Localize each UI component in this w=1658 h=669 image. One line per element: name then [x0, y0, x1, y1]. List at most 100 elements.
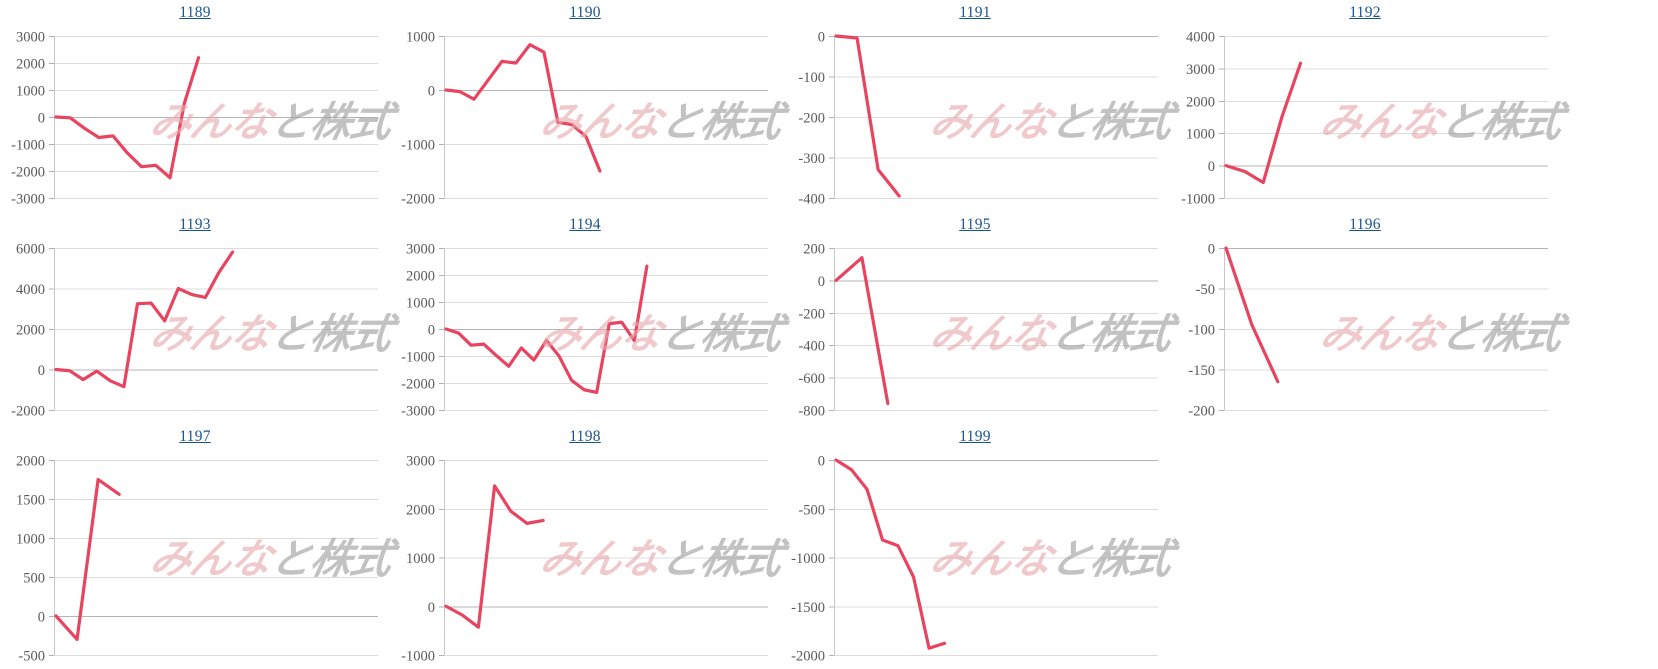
series-line — [834, 458, 947, 650]
plot-area: 200 0 -200 -400 -600 -800 みんなと株式 — [780, 240, 1176, 424]
y-axis-tick-label: -1000 — [401, 649, 435, 665]
plot-area: 2000 1500 1000 500 0 -500 みんなと株式 — [0, 452, 396, 669]
y-axis-tick-label: 3000 — [406, 242, 435, 258]
chart-title-link[interactable]: 1190 — [569, 4, 601, 21]
chart-title-link[interactable]: 1194 — [569, 216, 601, 233]
chart-panel-1194: 1194 3000 2000 1000 0 -1000 -2000 -3000 みんなと株式 — [390, 212, 786, 424]
y-axis-tick-label: -1000 — [401, 138, 435, 154]
chart-panel-1189: 1189 3000 2000 1000 0 -1000 -2000 -3000 みんなと株式 — [0, 0, 396, 212]
gridlines: 0 -500 -1000 -1500 -2000 — [791, 454, 1158, 665]
y-axis-tick-label: -800 — [798, 404, 825, 420]
chart-title-link[interactable]: 1192 — [1349, 4, 1381, 21]
y-axis-tick-label: 0 — [428, 84, 435, 100]
series-line — [54, 250, 235, 389]
y-axis-tick-label: 2000 — [16, 454, 45, 470]
plot-area: 4000 3000 2000 1000 0 -1000 みんなと株式 — [1170, 28, 1566, 212]
chart-panel-1193: 1193 6000 4000 2000 0 -2000 みんなと株式 — [0, 212, 396, 424]
y-axis-tick-label: 1000 — [16, 532, 45, 548]
y-axis-tick-label: -1000 — [791, 551, 825, 567]
series-line — [444, 43, 602, 173]
series-line — [1224, 61, 1303, 185]
y-axis-tick-label: 1000 — [1186, 127, 1215, 143]
series-line — [444, 484, 545, 629]
y-axis-tick-label: 3000 — [406, 454, 435, 470]
chart-panel-1198: 1198 3000 2000 1000 0 -1000 みんなと株式 — [390, 424, 786, 669]
y-axis-tick-label: -1000 — [401, 350, 435, 366]
y-axis-tick-label: -2000 — [11, 404, 45, 420]
gridlines: 4000 3000 2000 1000 0 -1000 — [1181, 30, 1548, 208]
y-axis-tick-label: 0 — [38, 111, 45, 127]
chart-title-link[interactable]: 1197 — [179, 428, 211, 445]
y-axis-tick-label: 200 — [803, 242, 825, 258]
chart-title-link[interactable]: 1191 — [959, 4, 991, 21]
chart-title-link[interactable]: 1195 — [959, 216, 991, 233]
chart-title-link[interactable]: 1199 — [959, 428, 991, 445]
chart-panel-1197: 1197 2000 1500 1000 500 0 -500 みんなと株式 — [0, 424, 396, 669]
y-axis-tick-label: 0 — [428, 323, 435, 339]
y-axis-tick-label: -2000 — [791, 649, 825, 665]
y-axis-tick-label: -1500 — [791, 600, 825, 616]
y-axis-tick-label: 0 — [428, 600, 435, 616]
y-axis-tick-label: 1000 — [406, 296, 435, 312]
series-line — [834, 34, 901, 198]
y-axis-tick-label: 1000 — [406, 30, 435, 46]
plot-area: 0 -50 -100 -150 -200 みんなと株式 — [1170, 240, 1566, 424]
y-axis-tick-label: 0 — [1208, 242, 1215, 258]
y-axis-tick-label: -300 — [798, 151, 825, 167]
y-axis-tick-label: 0 — [818, 274, 825, 290]
y-axis-tick-label: -200 — [798, 306, 825, 322]
y-axis-tick-label: 4000 — [1186, 30, 1215, 46]
y-axis-tick-label: 1000 — [406, 551, 435, 567]
y-axis-tick-label: 3000 — [1186, 62, 1215, 78]
gridlines: 200 0 -200 -400 -600 -800 — [798, 242, 1158, 420]
y-axis-tick-label: -3000 — [401, 404, 435, 420]
y-axis-tick-label: -400 — [798, 339, 825, 355]
gridlines: 0 -50 -100 -150 -200 — [1188, 242, 1548, 420]
plot-area: 3000 2000 1000 0 -1000 みんなと株式 — [390, 452, 786, 669]
y-axis-tick-label: -50 — [1196, 282, 1215, 298]
y-axis-tick-label: 2000 — [16, 57, 45, 73]
y-axis-tick-label: 3000 — [16, 30, 45, 46]
gridlines: 3000 2000 1000 0 -1000 -2000 -3000 — [401, 242, 768, 420]
gridlines: 3000 2000 1000 0 -1000 -2000 -3000 — [11, 30, 378, 208]
chart-panel-1196: 1196 0 -50 -100 -150 -200 みんなと株式 — [1170, 212, 1566, 424]
plot-area: 3000 2000 1000 0 -1000 -2000 -3000 みんなと株式 — [0, 28, 396, 212]
plot-area: 3000 2000 1000 0 -1000 -2000 -3000 みんなと株式 — [390, 240, 786, 424]
gridlines: 1000 0 -1000 -2000 — [401, 30, 768, 208]
y-axis-tick-label: -150 — [1188, 363, 1215, 379]
y-axis-tick-label: 0 — [38, 610, 45, 626]
y-axis-tick-label: -400 — [798, 192, 825, 208]
y-axis-tick-label: -1000 — [1181, 192, 1215, 208]
chart-panel-1190: 1190 1000 0 -1000 -2000 みんなと株式 — [390, 0, 786, 212]
y-axis-tick-label: -600 — [798, 371, 825, 387]
y-axis-tick-label: 4000 — [16, 282, 45, 298]
chart-panel-1199: 1199 0 -500 -1000 -1500 -2000 みんなと株式 — [780, 424, 1176, 669]
series-line — [54, 477, 121, 641]
y-axis-tick-label: -1000 — [11, 138, 45, 154]
y-axis-tick-label: 2000 — [16, 323, 45, 339]
y-axis-tick-label: -200 — [798, 111, 825, 127]
y-axis-tick-label: 1500 — [16, 493, 45, 509]
plot-area: 0 -500 -1000 -1500 -2000 みんなと株式 — [780, 452, 1176, 669]
plot-area: 0 -100 -200 -300 -400 みんなと株式 — [780, 28, 1176, 212]
chart-title-link[interactable]: 1193 — [179, 216, 211, 233]
y-axis-tick-label: 0 — [1208, 159, 1215, 175]
y-axis-tick-label: 0 — [38, 363, 45, 379]
y-axis-tick-label: -100 — [1188, 323, 1215, 339]
gridlines: 2000 1500 1000 500 0 -500 — [16, 454, 378, 665]
y-axis-tick-label: 2000 — [406, 502, 435, 518]
chart-panel-1191: 1191 0 -100 -200 -300 -400 みんなと株式 — [780, 0, 1176, 212]
chart-panel-1192: 1192 4000 3000 2000 1000 0 -1000 みんなと株式 — [1170, 0, 1566, 212]
chart-title-link[interactable]: 1189 — [179, 4, 211, 21]
chart-title-link[interactable]: 1196 — [1349, 216, 1381, 233]
chart-title-link[interactable]: 1198 — [569, 428, 601, 445]
series-line — [54, 56, 201, 180]
y-axis-tick-label: -2000 — [401, 192, 435, 208]
gridlines: 0 -100 -200 -300 -400 — [798, 30, 1158, 208]
y-axis-tick-label: -3000 — [11, 192, 45, 208]
y-axis-tick-label: -2000 — [401, 377, 435, 393]
plot-area: 6000 4000 2000 0 -2000 みんなと株式 — [0, 240, 396, 424]
y-axis-tick-label: 0 — [818, 454, 825, 470]
y-axis-tick-label: 2000 — [406, 269, 435, 285]
